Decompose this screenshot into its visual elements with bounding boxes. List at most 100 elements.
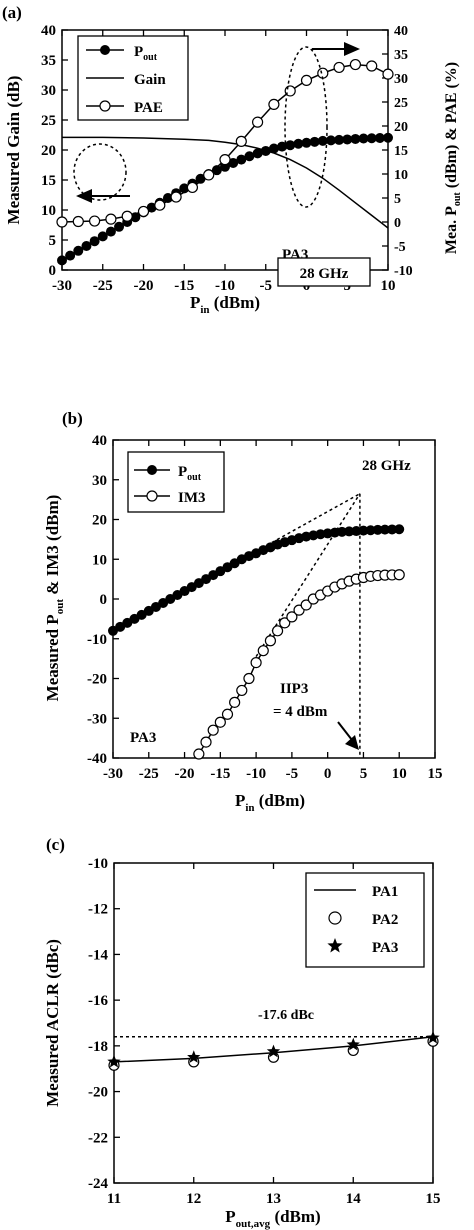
panel-b-x-tick-label: -10: [246, 766, 266, 782]
series-im3-point: [279, 617, 291, 629]
series-pout-point: [81, 241, 92, 251]
panel-c-y-tick-label: -22: [88, 1130, 108, 1146]
series-pae-point: [88, 215, 101, 227]
panel-c: (c) 11 12 13 14 15 -24-22-20-18-16-14-12-10 …: [43, 835, 441, 1230]
panel-a-right-y-tick-label: 30: [394, 72, 408, 87]
panel-c-x-tick-label: 13: [266, 1191, 281, 1207]
legend-a-gain-label: Gain: [134, 72, 166, 88]
panel-a-left-y-tick-label: 0: [49, 263, 57, 279]
panel-b-freq-label: 28 GHz: [362, 458, 411, 474]
series-im3-point: [286, 611, 298, 623]
pout-extrapolation-line: [255, 493, 361, 552]
series-im3-line: [198, 574, 400, 755]
panel-b-x-tick-label: -20: [175, 766, 195, 782]
panel-a-left-y-tick-label: 20: [41, 143, 56, 159]
panel-b-iip3-label: IIP3: [280, 681, 308, 697]
series-pout-point: [105, 226, 116, 237]
series-pa3-point: [346, 1037, 360, 1051]
panel-b-y-tick-label: -40: [87, 751, 107, 767]
series-pout-point: [344, 526, 355, 537]
panel-a-freq-label: 28 GHz: [300, 266, 349, 282]
series-pout-point: [97, 231, 108, 242]
series-pout-point: [57, 255, 67, 266]
panel-c-y-tick-label: -24: [88, 1176, 108, 1192]
series-im3-point: [200, 736, 212, 748]
series-pout-point: [236, 154, 247, 165]
panel-c-x-ticks: 11 12 13 14 15: [107, 863, 441, 1207]
panel-c-x-tick-label: 15: [426, 1191, 441, 1207]
series-pout-point: [358, 525, 369, 536]
series-pae-point: [56, 216, 68, 228]
series-im3-point: [243, 672, 255, 685]
panel-b-y-tick-label: 10: [92, 552, 107, 568]
panel-a-right-arrow: [312, 42, 360, 56]
series-pout-point: [65, 250, 76, 261]
series-im3-point: [221, 708, 234, 720]
series-pout-point: [365, 525, 376, 536]
panel-c-y-tick-label: -18: [88, 1039, 108, 1055]
series-pout-point: [394, 524, 405, 535]
series-pout-point: [351, 526, 362, 537]
series-pae-point: [203, 169, 215, 181]
panel-a-left-arrow: [76, 189, 130, 203]
series-pout-point: [372, 524, 383, 535]
panel-b-x-tick-label: -30: [103, 766, 123, 782]
series-pae-point: [219, 154, 231, 166]
panel-b-iip3-arrow: [337, 721, 359, 750]
panel-b-y-tick-label: 0: [100, 592, 108, 608]
panel-c-y-tick-label: -14: [88, 947, 108, 963]
series-im3-point: [214, 716, 226, 728]
panel-a-right-y-tick-label: 35: [394, 48, 408, 63]
legend-a-pae-marker: [99, 100, 111, 112]
panel-b-y-tick-label: -10: [87, 632, 107, 648]
panel-c-legend-box: [305, 872, 425, 968]
series-pout-point: [325, 135, 336, 146]
panel-a-right-y-tick-label: 25: [394, 96, 408, 111]
series-pout-point: [317, 135, 328, 146]
panel-a-right-y-tick-label: 5: [394, 192, 401, 207]
legend-a-pout-label: Pout: [134, 44, 158, 63]
panel-a-left-y-tick-label: 15: [41, 173, 56, 189]
panel-a-y-ticks-right: -10 -5 0 5 10 15 20 25 30 35 40: [382, 24, 413, 279]
series-pout-point: [366, 133, 377, 144]
im3-extrapolation-line: [255, 493, 361, 658]
series-im3-point: [193, 748, 205, 760]
panel-b-x-tick-label: -15: [210, 766, 230, 782]
panel-a-plot-area: [56, 58, 394, 266]
panel-b-iip3-value: = 4 dBm: [273, 704, 328, 720]
series-pout-point: [114, 221, 125, 232]
panel-a-left-y-tick-label: 40: [41, 23, 56, 39]
series-pae-point: [382, 68, 394, 80]
panel-b-y-axis-label: Measured Pout & IM3 (dBm): [43, 495, 66, 702]
panel-a-pout-ellipse: [284, 46, 328, 208]
panel-b-y-tick-label: 20: [92, 513, 107, 529]
panel-a-x-tick-label: -10: [215, 278, 235, 294]
series-pout-point: [350, 133, 361, 144]
series-pout-point: [244, 151, 255, 162]
series-pae-point: [333, 61, 345, 74]
panel-a-legend: Pout Gain PAE: [77, 35, 189, 121]
panel-b-device-label: PA3: [130, 730, 156, 746]
panel-b-y-tick-label: 40: [92, 433, 107, 449]
series-pout-point: [387, 524, 398, 535]
series-pout-point: [268, 143, 279, 154]
panel-b-y-ticks: -40 -30 -20 -10 0 10 20 30 40: [87, 433, 119, 767]
panel-c-y-tick-label: -16: [88, 993, 108, 1009]
series-im3-point: [264, 635, 277, 647]
series-pout-point: [342, 134, 353, 145]
legend-c-pa2-label: PA2: [372, 912, 398, 928]
panel-a-left-y-tick-label: 10: [41, 203, 56, 219]
panel-c-label: (c): [46, 835, 65, 854]
panel-b-y-tick-label: 30: [92, 473, 107, 489]
panel-a-gain-ellipse: [73, 143, 127, 201]
series-pout-point: [277, 141, 288, 152]
panel-a-right-y-axis-label: Mea. Pout (dBm) & PAE (%): [443, 62, 463, 254]
panel-a-left-y-axis-label: Measured Gain (dB): [4, 76, 23, 225]
series-pout-point: [301, 137, 312, 148]
series-im3-point: [271, 625, 284, 637]
panel-a-right-y-tick-label: 0: [394, 216, 401, 231]
series-pae-point: [137, 205, 150, 218]
panel-c-legend: PA1 PA2 PA3: [305, 872, 425, 968]
series-pae-point: [121, 210, 133, 222]
panel-b-x-tick-label: -25: [139, 766, 159, 782]
